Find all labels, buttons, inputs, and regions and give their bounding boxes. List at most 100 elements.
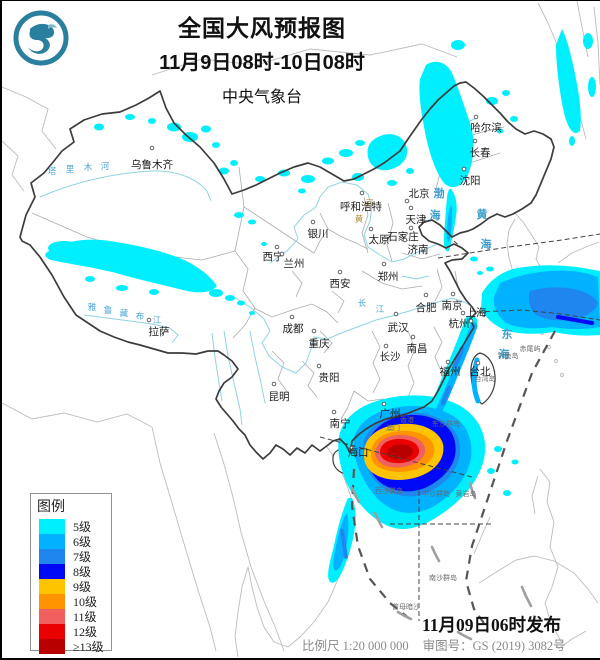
city-label: 沈阳 [460,174,481,187]
legend-row: 9级 [39,579,111,594]
city-dot [423,292,429,298]
legend-row: 10级 [39,594,111,609]
river-label: 塔 [48,166,57,176]
city-dot [475,360,481,366]
legend-title: 图例 [37,500,65,515]
city-label: 成都 [283,323,304,335]
river-label: 黄 [355,214,364,224]
typhoon-core [364,423,444,480]
city-label: 拉萨 [149,325,170,338]
city-label: 郑州 [378,270,399,283]
city-label: 乌鲁木齐 [131,158,173,171]
city-dot [468,318,474,324]
city-dot [271,381,277,387]
legend-label: 11级 [73,610,97,624]
city-dot [461,166,467,172]
island-label: 台湾岛 [475,374,496,383]
legend-row: 6级 [39,534,111,549]
island-label: 澳门 [386,423,400,432]
legend-swatch [39,534,65,549]
city-label: 呼和浩特 [340,201,382,213]
city-dot [408,225,414,231]
map-scale: 比例尺 1:20 000 000 [302,639,409,653]
city-label: 兰州 [284,257,305,270]
city-dot [393,311,399,317]
legend-label: 6级 [73,535,92,549]
city-label: 上海 [466,306,487,319]
city-label: 南昌 [407,342,428,355]
city-label: 石家庄 [387,230,419,243]
river-label: 布 [136,311,145,321]
river-label: 藏 [120,308,129,318]
legend-box: 图例 5级 6级 7级 8级 9级 10级 11级 12级 ≥13级 [30,493,112,654]
city-dot [381,401,387,407]
city-label: 贵阳 [319,371,340,384]
legend-swatch [39,564,65,579]
island-label: 中沙群岛 [422,489,450,498]
city-dot [331,409,337,415]
legend-row: 8级 [39,564,111,579]
city-dot [279,251,285,257]
city-dot [473,114,479,120]
legend-label: 8级 [73,565,92,579]
river-label: 里 [66,164,75,174]
sea-label: 渤 [434,186,445,200]
legend-row: 12级 [39,624,111,639]
legend-label: 12级 [73,625,98,639]
city-dot [311,328,317,334]
city-dot [383,343,389,349]
city-dot [316,363,322,369]
city-dot [146,317,152,323]
sea-label: 海 [499,347,510,361]
legend-label: 10级 [73,595,98,609]
city-label: 长沙 [380,351,401,363]
island-label: 黄岩岛 [456,489,477,498]
city-dot [402,237,408,243]
city-dot [337,269,343,275]
city-dot [274,244,280,250]
agency-name: 中央气象台 [221,89,302,106]
city-label: 银川 [308,227,329,240]
city-dot [368,226,374,232]
city-label: 南京 [442,299,463,312]
river-label: 鲁 [104,305,113,315]
city-dot [472,138,478,144]
city-dot [310,219,316,225]
island-label: 曾母暗沙 [392,602,420,611]
city-dot [289,314,295,320]
legend-swatch [39,639,65,654]
legend-label: 9级 [73,580,92,594]
legend-swatch [39,609,65,624]
reef-marks [350,481,533,641]
city-dot [149,145,155,151]
city-label: 昆明 [269,391,290,403]
river-label: 河 [365,198,374,208]
island-label: 钓鱼岛 [498,351,519,360]
sea-label: 东 [502,327,513,341]
island-label: 香港 [400,415,414,424]
river-label: 江 [376,304,385,314]
river-label: 木 [84,162,93,172]
city-label: 哈尔滨 [470,121,502,134]
map-credits: 比例尺 1:20 000 000 审图号：GS (2019) 3082号 [302,635,600,654]
river-label: 江 [153,315,162,325]
city-label: 西宁 [263,250,284,263]
island-label: 东沙群岛 [432,419,460,428]
city-label: 天津 [406,214,427,226]
legend-label: 7级 [73,550,92,564]
legend-label: 5级 [73,520,92,534]
legend-swatch [39,594,65,609]
city-label: 济南 [408,243,429,256]
city-dot [381,261,387,267]
city-label: 南宁 [330,417,351,430]
legend-row: 7级 [39,549,111,564]
river-label: 长 [358,298,367,308]
city-dot [404,198,410,204]
city-label: 武汉 [388,321,409,334]
legend-row: ≥13级 [39,639,111,654]
city-dot [445,359,451,365]
city-dot [349,445,355,451]
